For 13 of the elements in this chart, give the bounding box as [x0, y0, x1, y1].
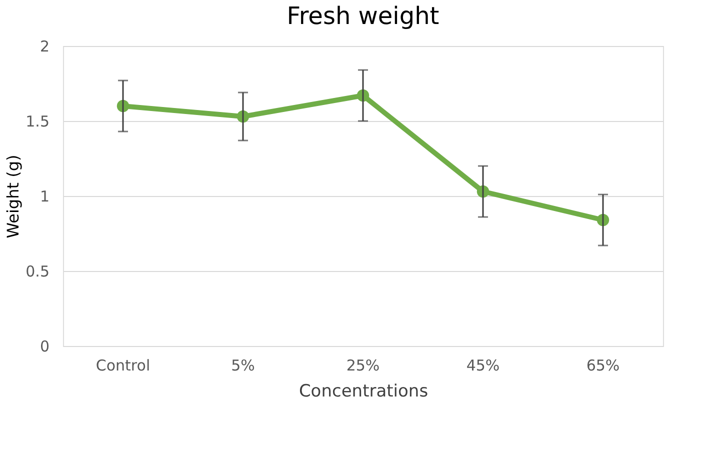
x-axis-title: Concentrations: [298, 382, 428, 402]
x-tick-label: 65%: [586, 356, 620, 374]
y-tick-label: 1.5: [26, 112, 50, 130]
x-tick-label: 5%: [231, 356, 255, 374]
x-tick-label: Control: [96, 356, 150, 374]
chart-title: Fresh weight: [286, 2, 440, 30]
y-axis-title: Weight (g): [4, 154, 23, 238]
x-tick-label: 25%: [346, 356, 380, 374]
y-tick-label: 1: [40, 188, 50, 206]
y-tick-label: 0.5: [26, 262, 50, 280]
y-tick-label: 2: [40, 38, 50, 56]
x-tick-label: 45%: [466, 356, 500, 374]
y-tick-label: 0: [40, 338, 50, 356]
